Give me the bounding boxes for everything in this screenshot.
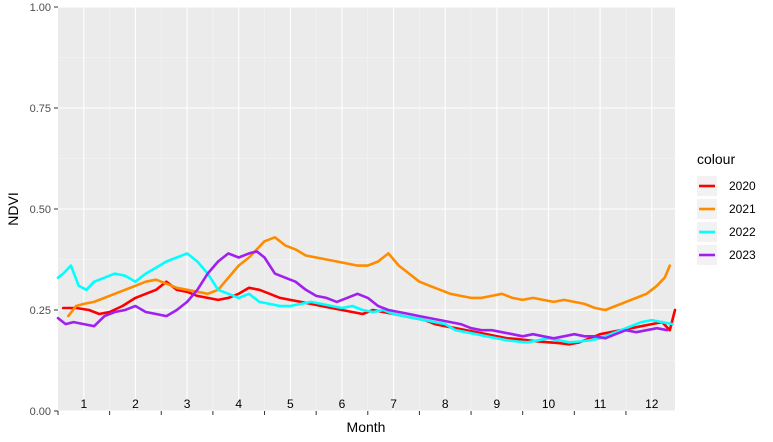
legend-label-2023: 2023 xyxy=(729,248,756,262)
x-tick-label: 9 xyxy=(494,397,501,411)
y-axis-title: NDVI xyxy=(5,192,21,225)
x-tick-labels: 1 2 3 4 5 6 7 8 9 10 11 12 xyxy=(80,397,658,411)
legend-label-2020: 2020 xyxy=(729,179,756,193)
x-tick-label: 4 xyxy=(235,397,242,411)
x-tick-label: 6 xyxy=(339,397,346,411)
legend-label-2021: 2021 xyxy=(729,202,756,216)
series-lines xyxy=(56,236,677,346)
series-line-2023 xyxy=(56,250,669,340)
x-tick-label: 8 xyxy=(442,397,449,411)
y-tick-label: 0.25 xyxy=(30,305,51,317)
x-axis xyxy=(57,411,627,415)
y-tick-label: 1.00 xyxy=(30,2,51,14)
y-tick-label: 0.75 xyxy=(30,103,51,115)
legend: colour 2020 2021 2022 2023 xyxy=(697,151,756,265)
x-tick-label: 10 xyxy=(542,397,556,411)
x-tick-label: 7 xyxy=(390,397,397,411)
legend-title: colour xyxy=(697,151,735,167)
y-tick-label: 0.00 xyxy=(30,406,51,418)
x-tick-label: 2 xyxy=(132,397,139,411)
y-tick-label: 0.50 xyxy=(30,204,51,216)
x-tick-label: 12 xyxy=(645,397,659,411)
legend-label-2022: 2022 xyxy=(729,225,756,239)
x-tick-label: 5 xyxy=(287,397,294,411)
x-tick-label: 1 xyxy=(80,397,87,411)
x-tick-label: 11 xyxy=(594,397,607,411)
series-line-2022 xyxy=(56,252,674,344)
series-line-2021 xyxy=(67,236,672,318)
y-axis: 0.00 0.25 0.50 0.75 1.00 xyxy=(30,2,58,418)
x-axis-title: Month xyxy=(347,419,386,435)
x-tick-label: 3 xyxy=(184,397,191,411)
